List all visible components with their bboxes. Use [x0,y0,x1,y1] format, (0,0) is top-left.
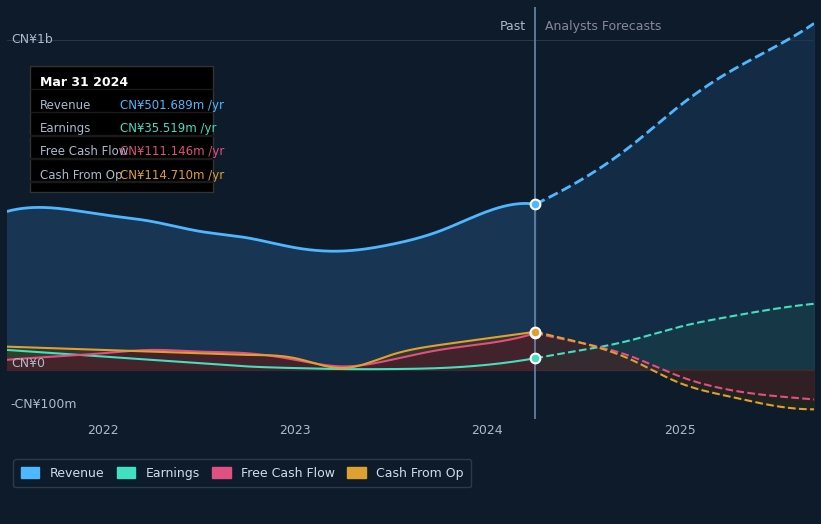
Text: CN¥35.519m /yr: CN¥35.519m /yr [121,123,217,135]
Text: CN¥111.146m /yr: CN¥111.146m /yr [121,146,225,158]
Text: Free Cash Flow: Free Cash Flow [39,146,128,158]
Legend: Revenue, Earnings, Free Cash Flow, Cash From Op: Revenue, Earnings, Free Cash Flow, Cash … [13,459,471,487]
Text: Analysts Forecasts: Analysts Forecasts [545,20,662,33]
FancyBboxPatch shape [30,67,213,192]
Text: Past: Past [500,20,525,33]
Text: Mar 31 2024: Mar 31 2024 [39,76,128,89]
Text: CN¥1b: CN¥1b [11,34,53,47]
Text: Cash From Op: Cash From Op [39,169,122,181]
Text: -CN¥100m: -CN¥100m [11,398,77,411]
Text: Revenue: Revenue [39,99,91,112]
Text: CN¥501.689m /yr: CN¥501.689m /yr [121,99,224,112]
Text: CN¥0: CN¥0 [11,357,45,370]
Text: CN¥114.710m /yr: CN¥114.710m /yr [121,169,225,181]
Text: Earnings: Earnings [39,123,91,135]
